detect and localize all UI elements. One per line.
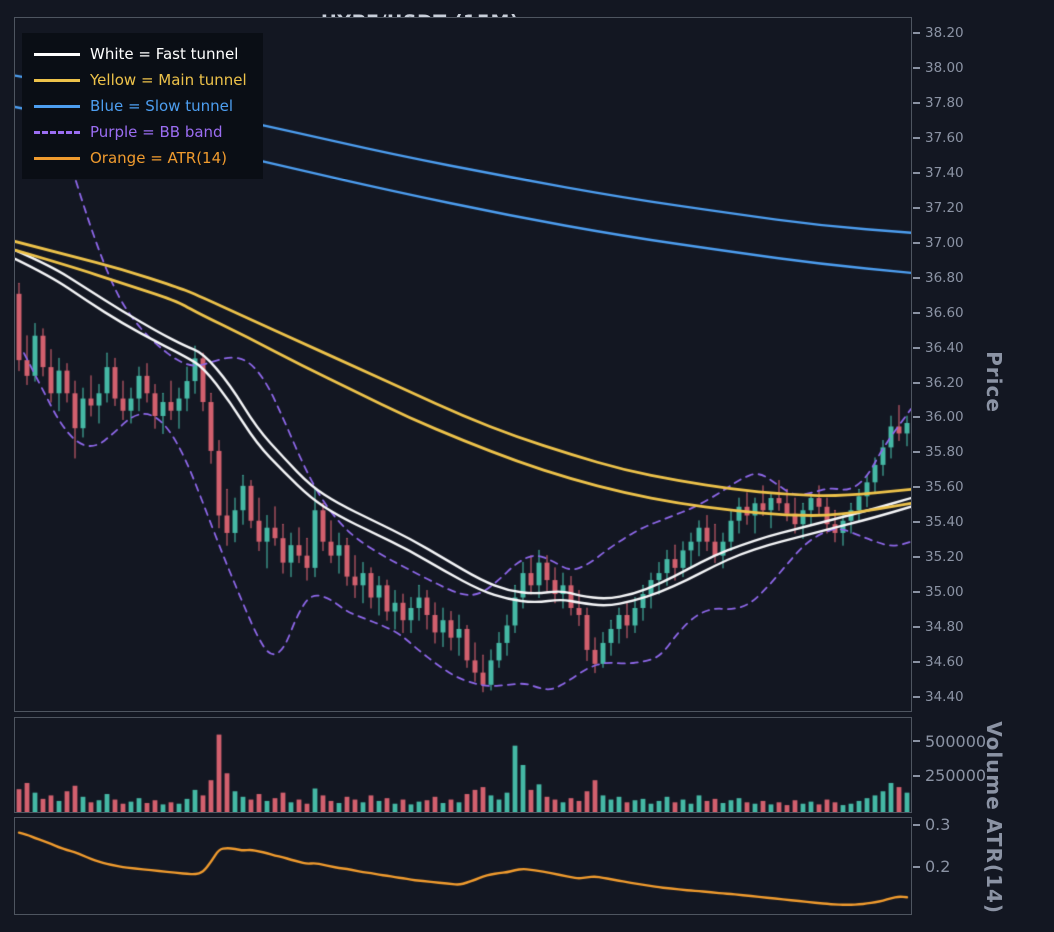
- tick-mark: [913, 695, 920, 698]
- tick-mark: [913, 823, 920, 826]
- tick-mark: [913, 32, 920, 35]
- axis-tick-label: 36.60: [913, 305, 964, 321]
- tick-value: 35.60: [925, 479, 964, 496]
- tick-mark: [913, 521, 920, 524]
- tick-mark: [913, 207, 920, 209]
- legend-line-sample: [34, 78, 80, 82]
- tick-value: 250000: [925, 766, 987, 786]
- axis-tick-label: 500000: [913, 732, 986, 751]
- axis-tick-label: 37.00: [913, 235, 964, 251]
- atr-chart-canvas: [15, 818, 911, 914]
- tick-mark: [913, 67, 920, 70]
- tick-value: 0.3: [925, 815, 951, 835]
- tick-mark: [913, 740, 920, 743]
- tick-value: 36.40: [925, 339, 964, 356]
- tick-value: 34.40: [925, 688, 964, 705]
- tick-value: 37.80: [925, 95, 964, 112]
- tick-value: 35.00: [925, 584, 964, 601]
- legend-line-sample: [34, 52, 80, 56]
- legend-line-sample: [34, 130, 80, 134]
- tick-mark: [913, 381, 920, 384]
- legend: White = Fast tunnel Yellow = Main tunnel B…: [22, 33, 263, 179]
- tick-value: 35.40: [925, 514, 964, 531]
- tick-mark: [913, 311, 920, 314]
- tick-mark: [913, 102, 920, 105]
- tick-value: 36.60: [925, 304, 964, 321]
- tick-value: 37.00: [925, 234, 964, 251]
- tick-mark: [913, 416, 920, 419]
- volume-chart-canvas: [15, 718, 911, 812]
- axis-tick-label: 37.80: [913, 95, 964, 111]
- axis-tick-label: 36.00: [913, 409, 964, 425]
- axis-tick-label: 36.40: [913, 340, 964, 356]
- axis-tick-label: 250000: [913, 766, 986, 785]
- volume-axis: 500000 250000: [913, 0, 1008, 932]
- axis-tick-label: 35.40: [913, 514, 964, 530]
- tick-value: 500000: [925, 731, 987, 751]
- atr-axis: 0.3 0.2: [913, 0, 1008, 932]
- tick-value: 35.80: [925, 444, 964, 461]
- legend-item: Yellow = Main tunnel: [34, 67, 247, 93]
- axis-tick-label: 35.60: [913, 479, 964, 495]
- volume-axis-title: Volume: [982, 721, 1006, 811]
- legend-item: White = Fast tunnel: [34, 41, 247, 67]
- legend-label: Purple = BB band: [90, 123, 223, 141]
- tick-mark: [913, 241, 920, 244]
- axis-tick-label: 36.20: [913, 375, 964, 391]
- axis-tick-label: 34.80: [913, 619, 964, 635]
- axis-tick-label: 35.20: [913, 549, 964, 565]
- axis-tick-label: 34.40: [913, 689, 964, 705]
- legend-label: Orange = ATR(14): [90, 149, 227, 167]
- axis-tick-label: 36.80: [913, 270, 964, 286]
- legend-line-sample: [34, 156, 80, 160]
- tick-value: 37.40: [925, 165, 964, 182]
- tick-mark: [913, 346, 920, 349]
- price-axis: 38.20 38.00 37.80 37.60 37.40 37.20 37.00 36.80…: [913, 0, 1008, 932]
- axis-tick-label: 35.80: [913, 444, 964, 460]
- tick-mark: [913, 276, 920, 279]
- tick-mark: [913, 774, 920, 777]
- volume-pane: [14, 717, 912, 813]
- tick-mark: [913, 451, 920, 454]
- axis-tick-label: 0.3: [913, 815, 950, 834]
- axis-tick-label: 37.20: [913, 200, 964, 216]
- tick-value: 37.60: [925, 130, 964, 147]
- legend-item: Purple = BB band: [34, 119, 247, 145]
- tick-value: 35.20: [925, 549, 964, 566]
- tick-mark: [913, 660, 920, 663]
- axis-tick-label: 0.2: [913, 857, 950, 876]
- tick-value: 34.80: [925, 618, 964, 635]
- tick-mark: [913, 591, 920, 594]
- tick-value: 37.20: [925, 200, 964, 216]
- tick-value: 34.60: [925, 653, 964, 670]
- tick-value: 38.00: [925, 60, 964, 77]
- tick-value: 38.20: [925, 25, 964, 42]
- atr-pane: [14, 817, 912, 915]
- axis-tick-label: 38.00: [913, 60, 964, 76]
- tick-mark: [913, 486, 920, 489]
- tick-value: 0.2: [925, 857, 951, 877]
- atr-axis-title: ATR(14): [982, 817, 1006, 915]
- axis-tick-label: 34.60: [913, 654, 964, 670]
- axis-tick-label: 37.40: [913, 165, 964, 181]
- legend-label: Yellow = Main tunnel: [90, 71, 247, 89]
- price-axis-title: Price: [982, 351, 1006, 413]
- legend-line-sample: [34, 104, 80, 108]
- axis-tick-label: 37.60: [913, 130, 964, 146]
- tick-mark: [913, 865, 920, 868]
- tick-value: 36.00: [925, 409, 964, 426]
- legend-label: Blue = Slow tunnel: [90, 97, 233, 115]
- legend-item: Orange = ATR(14): [34, 145, 247, 171]
- legend-item: Blue = Slow tunnel: [34, 93, 247, 119]
- tick-mark: [913, 556, 920, 559]
- tick-mark: [913, 625, 920, 628]
- tick-mark: [913, 137, 920, 140]
- tick-mark: [913, 172, 920, 175]
- axis-tick-label: 38.20: [913, 25, 964, 41]
- tick-value: 36.80: [925, 269, 964, 286]
- tick-value: 36.20: [925, 374, 964, 391]
- axis-tick-label: 35.00: [913, 584, 964, 600]
- legend-label: White = Fast tunnel: [90, 45, 239, 63]
